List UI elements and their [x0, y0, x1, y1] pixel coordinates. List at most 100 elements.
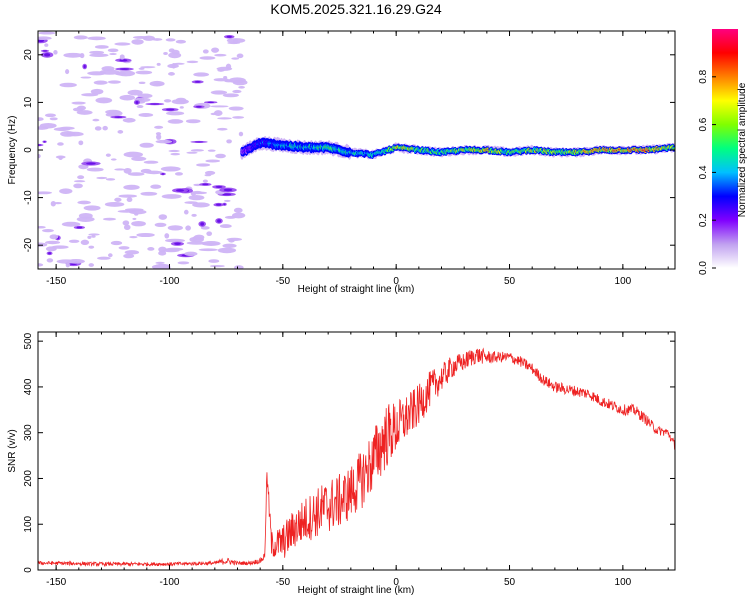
noise-blob [96, 176, 108, 180]
noise-blob [155, 132, 162, 136]
noise-blob [94, 45, 109, 49]
noise-blob [86, 167, 104, 172]
noise-blob-core [166, 108, 175, 111]
noise-blob [216, 127, 228, 131]
noise-blob [138, 113, 154, 117]
noise-blob [228, 106, 244, 111]
spectrogram-y-ticks: -20 -10 0 10 20 [23, 49, 675, 253]
noise-blob [192, 190, 203, 195]
noise-blob [179, 106, 184, 109]
noise-blob [210, 90, 228, 95]
noise-blob [129, 235, 138, 239]
noise-blob [109, 53, 117, 56]
spectrogram-y-label: Frequency (Hz) [7, 116, 18, 185]
noise-blob [222, 93, 239, 98]
noise-blob [56, 259, 76, 264]
noise-blob [196, 163, 211, 167]
noise-blob [57, 142, 64, 146]
snr-series-line [38, 347, 675, 567]
spectrogram-y-tick-label: 0 [23, 147, 34, 153]
noise-blob [155, 261, 165, 265]
noise-blob [160, 166, 181, 172]
noise-blob [88, 233, 100, 236]
noise-blob [213, 78, 230, 82]
noise-blob [192, 202, 210, 208]
noise-blob-core [223, 188, 233, 192]
noise-blob [88, 263, 94, 267]
noise-blob [118, 246, 130, 250]
noise-blob [168, 52, 182, 59]
spectrogram-y-tick-label: -20 [23, 238, 34, 253]
noise-blob [202, 49, 209, 54]
noise-blob [110, 158, 117, 161]
noise-blob-core [216, 203, 222, 206]
noise-blob [59, 188, 73, 194]
noise-blob-core [83, 64, 86, 69]
noise-blob [231, 57, 240, 60]
noise-blob [38, 154, 41, 159]
spectrogram-y-tick-label: 10 [23, 96, 34, 108]
noise-blob [38, 225, 46, 229]
noise-blob [38, 191, 53, 195]
noise-blob [228, 238, 235, 243]
spectrogram-x-label: Height of straight line (km) [298, 284, 415, 295]
noise-blob [232, 89, 242, 94]
noise-blob [207, 149, 216, 152]
noise-blob [236, 53, 244, 59]
noise-blob-core [200, 222, 205, 226]
noise-blob [59, 126, 75, 130]
noise-blob [147, 247, 155, 251]
spectrogram-x-tick-label: -50 [276, 276, 291, 287]
noise-blob-core [161, 173, 165, 175]
colorbar-tick-label: 0.0 [698, 261, 709, 275]
noise-blob [234, 265, 244, 269]
snr-plot-area [38, 332, 675, 570]
noise-blob [165, 38, 176, 42]
noise-blob [132, 217, 137, 220]
noise-blob [38, 263, 44, 267]
snr-x-tick-label: 0 [393, 577, 399, 588]
noise-blob [118, 194, 138, 198]
snr-x-label: Height of straight line (km) [298, 585, 415, 596]
noise-blob [211, 47, 220, 53]
noise-blob [95, 97, 113, 104]
noise-blob [79, 53, 85, 59]
noise-blob [200, 226, 210, 230]
noise-blob [167, 63, 179, 69]
noise-blob [108, 253, 113, 258]
noise-blob [184, 201, 198, 204]
noise-blob [167, 119, 184, 124]
noise-blob [119, 54, 125, 60]
noise-blob [42, 228, 54, 233]
noise-blob [190, 149, 204, 152]
spectrogram-y-tick-label: -10 [23, 190, 34, 205]
noise-blob [186, 151, 198, 154]
noise-blob [138, 67, 145, 70]
noise-blob [76, 110, 93, 115]
noise-blob [53, 50, 58, 55]
noise-blob-core [176, 189, 184, 192]
noise-blob [215, 153, 226, 159]
noise-blob [204, 174, 212, 177]
snr-y-tick-label: 100 [23, 515, 34, 532]
noise-blob [105, 153, 111, 157]
noise-blob [198, 248, 218, 252]
noise-blob [224, 215, 237, 219]
noise-blob [140, 66, 156, 69]
noise-blob [78, 140, 84, 146]
noise-blob [165, 238, 185, 243]
noise-blob [205, 159, 221, 163]
noise-blob [71, 101, 86, 105]
noise-blob-core [43, 141, 46, 143]
noise-blob [136, 232, 155, 238]
noise-blob [124, 208, 144, 212]
noise-blob [114, 197, 122, 202]
noise-blob [233, 207, 243, 213]
noise-blob [145, 170, 163, 175]
noise-blob [38, 242, 48, 247]
noise-blob [80, 239, 90, 246]
noise-blob-core [38, 144, 42, 146]
noise-blob [87, 36, 106, 41]
snr-y-tick-label: 400 [23, 378, 34, 395]
